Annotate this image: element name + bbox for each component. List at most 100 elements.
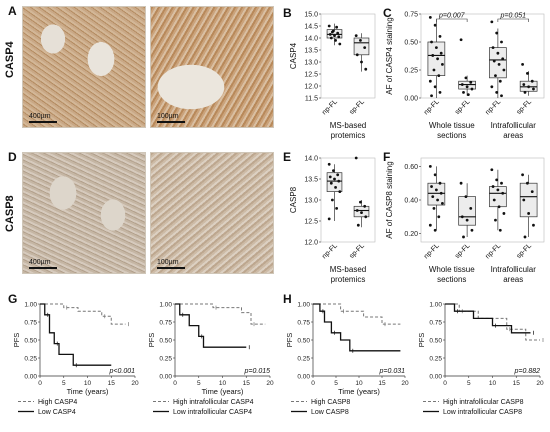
x-axis-label: Time (years) [202, 387, 244, 396]
y-tick-label: 1.00 [24, 302, 37, 309]
scale-bar-label: 100µm [157, 113, 179, 120]
y-tick-label: 0.00 [297, 374, 310, 381]
y-tick-label: 0.60 [404, 164, 418, 171]
data-point [327, 24, 331, 28]
y-tick-label: 0.25 [24, 356, 37, 363]
data-point [359, 39, 362, 42]
micrograph-casp8-high-mag: 100µm [150, 152, 274, 274]
data-point [462, 91, 465, 94]
data-point [336, 31, 340, 35]
x-tick-label: 5 [62, 380, 66, 387]
x-tick-label: 15 [378, 380, 386, 387]
data-point [521, 63, 524, 66]
group-label: sections [437, 131, 466, 140]
x-tick-label: sp-FL [348, 242, 366, 260]
y-tick-label: 13.0 [304, 60, 318, 67]
x-tick-label: np-FL [484, 98, 502, 116]
x-tick-label: sp-FL [454, 98, 472, 116]
data-point [491, 185, 495, 188]
survival-curve-low [313, 303, 401, 352]
data-point [329, 36, 333, 40]
data-point [430, 185, 433, 188]
data-point [500, 181, 503, 185]
data-point [439, 191, 443, 195]
y-tick-label: 0.75 [297, 320, 310, 327]
legend-label: Low CASP4 [38, 409, 76, 416]
data-point [495, 31, 499, 35]
x-tick-label: np-FL [321, 242, 339, 260]
group-label: sections [437, 275, 466, 284]
data-point [437, 74, 441, 77]
x-caption: MS-based [330, 121, 366, 130]
chart-casp8-staining: 0.20 0.40 0.60 AF of CASP8 staining np-FL sp-… [385, 157, 545, 284]
data-point [337, 179, 341, 183]
data-point [470, 228, 474, 232]
y-tick-label: 0.00 [404, 96, 418, 103]
y-tick-label: 1.00 [159, 302, 172, 309]
data-point [360, 211, 363, 214]
data-point [359, 200, 362, 204]
legend-label: High CASP8 [311, 399, 350, 406]
x-tick-label: 5 [467, 380, 471, 387]
data-point [526, 71, 529, 75]
x-tick-label: 0 [173, 380, 177, 387]
y-tick-label: 0.20 [404, 231, 418, 238]
data-point [327, 162, 331, 166]
data-point [460, 83, 464, 86]
y-tick-label: 13.0 [304, 198, 318, 205]
survival-chart-casp8: 0.00 0.25 0.50 0.75 1.00 0 5 10 15 20 PFS Time (yea… [285, 302, 409, 417]
data-point [438, 181, 442, 185]
data-point [492, 198, 496, 202]
legend-label: High intrafollicular CASP4 [173, 399, 254, 406]
data-point [496, 51, 500, 55]
data-point [334, 186, 337, 189]
plot-area [320, 157, 376, 243]
data-point [521, 173, 524, 177]
scale-bar: 100µm [157, 259, 185, 269]
chart-casp4-ms-proteomics: 11.5 12.0 12.5 13.0 13.5 14.0 14.5 15.0 CASP4 np-… [289, 12, 376, 140]
y-tick-label: 0.75 [159, 320, 172, 327]
y-tick-label: 1.00 [429, 302, 442, 309]
y-tick-label: 0.50 [297, 338, 310, 345]
y-axis-label: PFS [285, 333, 294, 348]
y-tick-label: 13.5 [304, 177, 318, 184]
data-point [462, 235, 465, 239]
data-point [495, 91, 499, 94]
x-tick-label: 10 [84, 380, 92, 387]
x-tick-label: 15 [108, 380, 116, 387]
y-tick-label: 0.75 [404, 12, 418, 19]
y-axis-label: PFS [417, 333, 426, 348]
box [489, 47, 507, 79]
data-point [433, 228, 437, 232]
scale-bar-label: 100µm [157, 259, 179, 266]
x-tick-label: 0 [443, 380, 447, 387]
legend-label: Low intrafollicular CASP8 [443, 409, 522, 416]
legend-label: High CASP4 [38, 399, 77, 406]
y-tick-label: 15.0 [304, 12, 318, 19]
x-tick-label: 0 [38, 380, 42, 387]
x-tick-label: 20 [536, 380, 544, 387]
legend-label: Low intrafollicular CASP4 [173, 409, 252, 416]
data-point [465, 85, 469, 89]
data-point [364, 67, 368, 71]
x-tick-label: 20 [131, 380, 139, 387]
data-point [438, 35, 442, 38]
x-tick-label: 10 [219, 380, 227, 387]
y-axis-label: PFS [147, 333, 156, 348]
data-point [523, 235, 527, 239]
group-label: Intrafollicular [491, 265, 537, 274]
data-point [432, 68, 436, 72]
data-point [356, 223, 360, 227]
y-tick-label: 0.50 [24, 338, 37, 345]
x-tick-label: 15 [513, 380, 521, 387]
data-point [328, 175, 332, 179]
data-point [498, 228, 502, 232]
micrograph-casp8-low-mag: 400µm [22, 152, 146, 274]
y-tick-label: 0.75 [429, 320, 442, 327]
y-tick-label: 0.25 [159, 356, 172, 363]
data-point [526, 181, 529, 185]
y-tick-label: 0.25 [404, 68, 418, 75]
data-point [470, 87, 474, 91]
data-point [460, 215, 464, 219]
data-point [495, 178, 499, 182]
